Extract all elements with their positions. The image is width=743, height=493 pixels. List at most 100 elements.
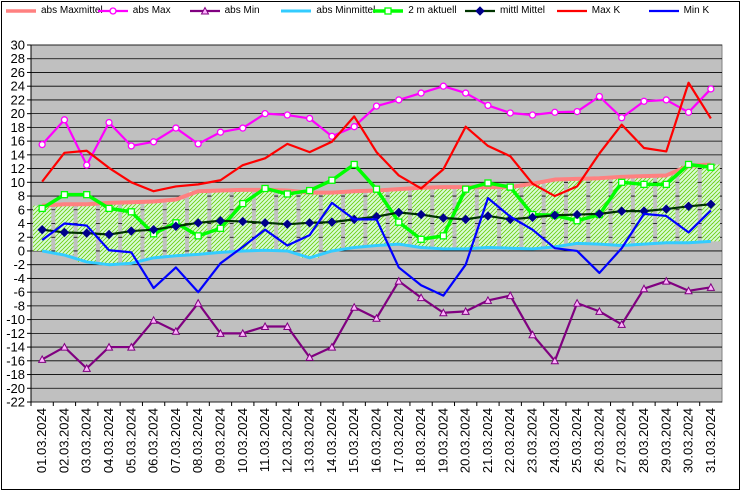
series-abs-min <box>37 276 716 372</box>
data-point <box>193 218 203 228</box>
y-tick-label: 12 <box>11 161 25 176</box>
data-point <box>527 212 538 223</box>
data-point <box>594 209 605 219</box>
y-tick-label: -2 <box>13 257 25 272</box>
x-tick-label: 07.03.2024 <box>168 408 183 473</box>
legend-swatch <box>373 6 404 15</box>
data-point <box>238 328 248 337</box>
legend-item: abs Max <box>96 3 188 18</box>
y-tick-label: -20 <box>6 381 25 396</box>
y-tick-label: 2 <box>18 230 25 245</box>
data-point <box>283 321 292 330</box>
x-tick-label: 13.03.2024 <box>302 408 317 473</box>
data-point <box>215 216 226 226</box>
legend-swatch <box>556 9 587 12</box>
y-tick-label: 0 <box>18 243 25 258</box>
legend: abs Maxmittel abs Max abs Min abs Minmittel… <box>4 3 739 33</box>
y-tick-label: 10 <box>11 175 25 190</box>
legend-label: Min K <box>683 5 710 16</box>
data-point <box>707 85 715 93</box>
y-tick-label: -4 <box>13 271 25 286</box>
x-tick-label: 21.03.2024 <box>480 408 495 473</box>
data-point <box>461 306 470 315</box>
data-point <box>260 321 270 330</box>
data-point <box>105 204 113 213</box>
legend-item: Min K <box>647 3 739 18</box>
y-tick-label: 16 <box>11 134 25 149</box>
legend-item: abs Maxmittel <box>4 3 103 18</box>
data-point <box>572 209 582 220</box>
data-point <box>304 218 315 228</box>
y-tick-label: -22 <box>6 395 25 410</box>
series-layer <box>37 81 716 372</box>
data-point <box>662 96 670 104</box>
data-point <box>572 298 582 307</box>
data-point <box>82 228 92 238</box>
data-point <box>104 229 114 240</box>
x-tick-label: 20.03.2024 <box>458 408 473 473</box>
x-axis: 01.03.2024 02.03.2024 03.03.2024 04.03.2024… <box>30 402 718 473</box>
x-tick-label: 19.03.2024 <box>435 408 450 473</box>
x-tick-label: 22.03.2024 <box>502 408 517 473</box>
data-point <box>260 218 270 228</box>
x-tick-label: 30.03.2024 <box>681 408 696 473</box>
data-point <box>305 186 314 195</box>
data-point <box>595 92 604 101</box>
data-point <box>104 342 114 351</box>
x-tick-label: 09.03.2024 <box>212 408 227 473</box>
data-point <box>239 199 247 208</box>
x-tick-label: 24.03.2024 <box>547 408 562 473</box>
data-point <box>595 306 604 315</box>
series-abs-max <box>38 82 715 169</box>
x-tick-label: 08.03.2024 <box>190 408 205 473</box>
data-point <box>327 342 337 351</box>
x-tick-label: 28.03.2024 <box>636 408 651 473</box>
data-point <box>528 111 537 119</box>
x-tick-label: 04.03.2024 <box>101 408 116 473</box>
y-tick-label: -12 <box>6 326 25 341</box>
data-point <box>127 142 135 150</box>
legend-label: mittl Mittel <box>499 5 545 16</box>
legend-swatch <box>97 6 128 15</box>
data-point <box>551 108 559 116</box>
data-point <box>327 217 337 227</box>
data-point <box>216 328 225 337</box>
y-tick-label: 4 <box>18 216 25 231</box>
x-tick-label: 18.03.2024 <box>413 408 428 473</box>
x-tick-label: 02.03.2024 <box>56 408 71 473</box>
data-point <box>395 218 403 226</box>
data-point <box>350 160 358 169</box>
y-axis: -22-20-18-16-14-12-10-8-6-4-202468101214… <box>6 38 32 410</box>
data-point <box>662 180 670 189</box>
data-point <box>82 363 92 372</box>
data-point <box>617 319 627 328</box>
data-point <box>618 178 626 186</box>
data-point <box>640 180 648 189</box>
data-point <box>105 118 113 127</box>
series-mittl-mittel <box>37 199 716 240</box>
series-line <box>41 81 712 198</box>
data-point <box>661 276 671 285</box>
data-point <box>216 128 225 136</box>
legend-label: abs Minmittel <box>316 5 376 16</box>
x-tick-label: 31.03.2024 <box>703 408 718 473</box>
data-point <box>194 140 202 148</box>
data-point <box>239 124 247 132</box>
legend-label: Max K <box>591 5 621 16</box>
data-point <box>616 206 627 216</box>
x-tick-label: 16.03.2024 <box>369 408 384 473</box>
y-tick-label: 30 <box>11 38 25 53</box>
y-tick-label: 28 <box>11 51 25 66</box>
x-tick-label: 15.03.2024 <box>346 408 361 473</box>
data-point <box>328 176 336 184</box>
data-point <box>148 224 159 235</box>
x-tick-label: 01.03.2024 <box>34 408 49 473</box>
data-point <box>683 201 694 212</box>
legend-label: 2 m aktuell <box>408 5 457 16</box>
data-point <box>60 191 69 199</box>
data-point <box>684 108 693 116</box>
data-point <box>416 209 426 220</box>
data-point <box>171 326 181 335</box>
x-tick-label: 12.03.2024 <box>279 408 294 473</box>
y-tick-label: 18 <box>11 120 25 135</box>
